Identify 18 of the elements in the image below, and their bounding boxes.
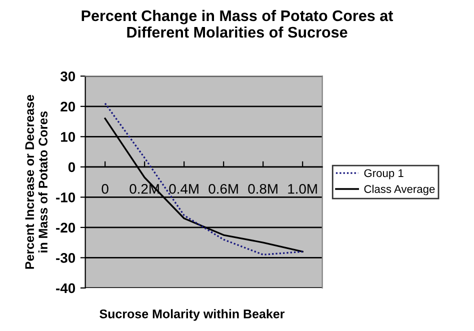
y-tick-label: -10 <box>56 192 76 202</box>
y-tick-label: -30 <box>56 253 76 263</box>
y-axis-title: Percent Increase or Decrease in Mass of Potato Cores <box>25 94 48 269</box>
y-tick-label: 30 <box>60 71 76 82</box>
y-tick-label: -40 <box>56 283 76 294</box>
y-tick-label: 20 <box>60 102 76 112</box>
x-tick-label: 0.4M <box>169 184 198 194</box>
x-tick-label: 0.8M <box>248 184 278 194</box>
y-tick-label: 0 <box>68 162 76 172</box>
y-tick-label: 10 <box>61 132 76 142</box>
x-axis-title: Sucrose Molarity within Beaker <box>100 309 285 321</box>
legend-label: Group 1 <box>364 169 404 180</box>
chart-title: Percent Change in Mass of Potato Cores at Different Molarities of Sucrose <box>82 10 394 38</box>
x-tick-label: 1.0M <box>288 184 317 194</box>
y-tick-label: -20 <box>56 222 76 233</box>
x-tick-label: 0 <box>102 184 108 194</box>
legend-label: Class Average <box>364 184 435 196</box>
x-tick-label: 0.6M <box>208 184 238 194</box>
